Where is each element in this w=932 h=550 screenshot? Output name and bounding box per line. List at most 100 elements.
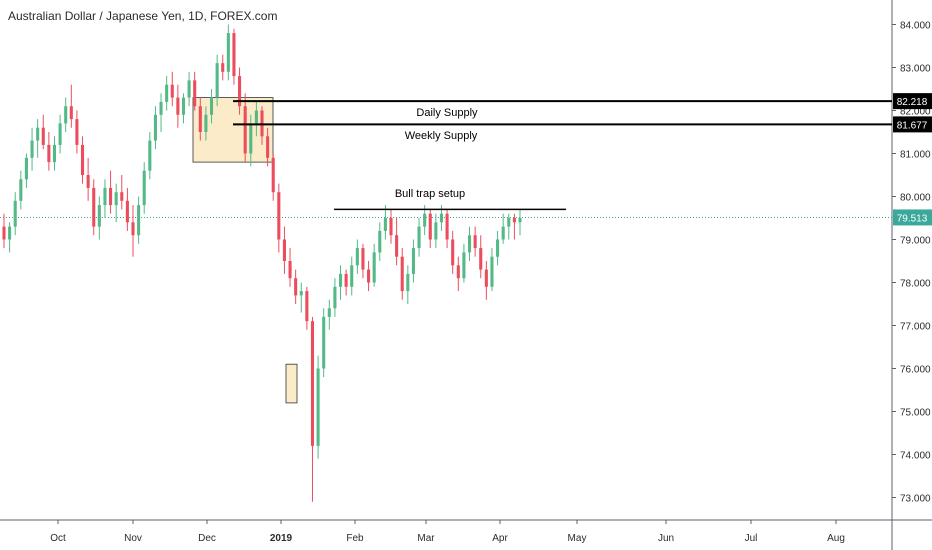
candle-body (69, 106, 73, 120)
x-tick-label: 2019 (270, 533, 293, 544)
candle-body (75, 119, 79, 145)
annotation-daily-supply: Daily Supply (416, 107, 478, 119)
price-label-box (893, 93, 932, 110)
candle-body (327, 308, 331, 317)
annotation-bull-trap: Bull trap setup (395, 188, 465, 200)
candle-body (52, 144, 57, 163)
x-tick-label: Apr (492, 533, 508, 544)
candle-body (294, 278, 298, 296)
candle-body (86, 175, 90, 188)
candle-body (310, 321, 315, 446)
y-tick-label: 81.000 (900, 150, 931, 161)
candle-body (13, 200, 17, 227)
candle-body (479, 248, 483, 270)
candle-body (232, 33, 236, 77)
candle-body (80, 144, 85, 175)
x-tick-label: May (568, 533, 587, 544)
annotation-weekly-supply: Weekly Supply (405, 130, 478, 142)
chart-title: Australian Dollar / Japanese Yen, 1D, FO… (8, 9, 278, 23)
candle-body (288, 261, 292, 279)
candle-body (249, 123, 253, 154)
x-tick-label: Jun (658, 533, 674, 544)
candle-body (467, 235, 472, 253)
x-tick-label: Aug (827, 533, 845, 544)
candle-body (501, 226, 505, 240)
candle-body (350, 265, 354, 287)
candle-body (518, 218, 522, 223)
candle-body (473, 235, 477, 249)
candle-body (165, 84, 169, 102)
candle-body (2, 226, 6, 240)
x-tick-label: Feb (346, 533, 364, 544)
candle-body (47, 144, 51, 163)
candle-body (305, 291, 309, 322)
candle-body (114, 192, 118, 206)
x-tick-label: Jul (745, 533, 758, 544)
candle-body (282, 239, 286, 261)
price-label-box (893, 116, 932, 133)
y-tick-label: 77.000 (900, 322, 931, 333)
candle-body (92, 187, 96, 227)
candle-body (344, 273, 348, 287)
price-label: 81.677 (897, 120, 928, 131)
candle-body (395, 235, 399, 257)
candle-body (271, 157, 275, 193)
y-tick-label: 75.000 (900, 408, 931, 419)
candle-body (378, 230, 382, 253)
y-tick-label: 82.000 (900, 107, 931, 118)
candle-body (434, 222, 438, 240)
candle-body (103, 187, 107, 206)
price-label-box (893, 209, 932, 226)
candle-body (490, 256, 494, 287)
zone-box (285, 363, 298, 404)
candle-body (383, 218, 387, 231)
candle-body (389, 218, 393, 236)
candle-body (36, 127, 40, 141)
candle-body (41, 127, 45, 145)
y-tick-label: 78.000 (900, 279, 931, 290)
y-tick-label: 83.000 (900, 64, 931, 75)
candle-body (462, 252, 466, 279)
candle-body (238, 76, 242, 107)
price-label: 82.218 (897, 97, 928, 108)
candle-body (266, 136, 270, 158)
x-tick-label: Mar (417, 533, 435, 544)
candle-body (148, 140, 152, 171)
candle-body (439, 213, 444, 223)
candle-body (400, 256, 404, 292)
y-tick-label: 84.000 (900, 21, 931, 32)
candle-body (322, 316, 326, 369)
candle-body (411, 248, 415, 274)
price-label: 79.513 (897, 213, 928, 224)
candle-body (333, 286, 337, 309)
candle-body (198, 106, 202, 132)
candle-body (507, 218, 511, 227)
candle-body (131, 222, 135, 236)
candle-body (187, 80, 191, 98)
candle-body (142, 170, 146, 206)
candle-body (484, 269, 488, 287)
candle-body (316, 368, 320, 446)
candle-body (204, 114, 208, 132)
candle-body (109, 187, 113, 206)
candle-body (299, 291, 303, 296)
y-tick-label: 74.000 (900, 451, 931, 462)
candle-body (159, 101, 163, 115)
x-tick-label: Oct (50, 533, 66, 544)
candle-body (120, 192, 124, 201)
candle-body (355, 248, 359, 266)
candle-body (277, 192, 281, 240)
candle-body (372, 252, 376, 283)
candle-body (153, 114, 157, 141)
candle-body (97, 205, 101, 227)
y-tick-label: 73.000 (900, 494, 931, 505)
candle-body (181, 97, 186, 115)
y-tick-label: 79.000 (900, 236, 931, 247)
candle-body (209, 97, 214, 115)
candle-body (58, 123, 62, 145)
candle-body (428, 213, 432, 240)
candle-body (125, 200, 129, 223)
candle-body (243, 106, 247, 154)
candle-body (137, 205, 141, 236)
